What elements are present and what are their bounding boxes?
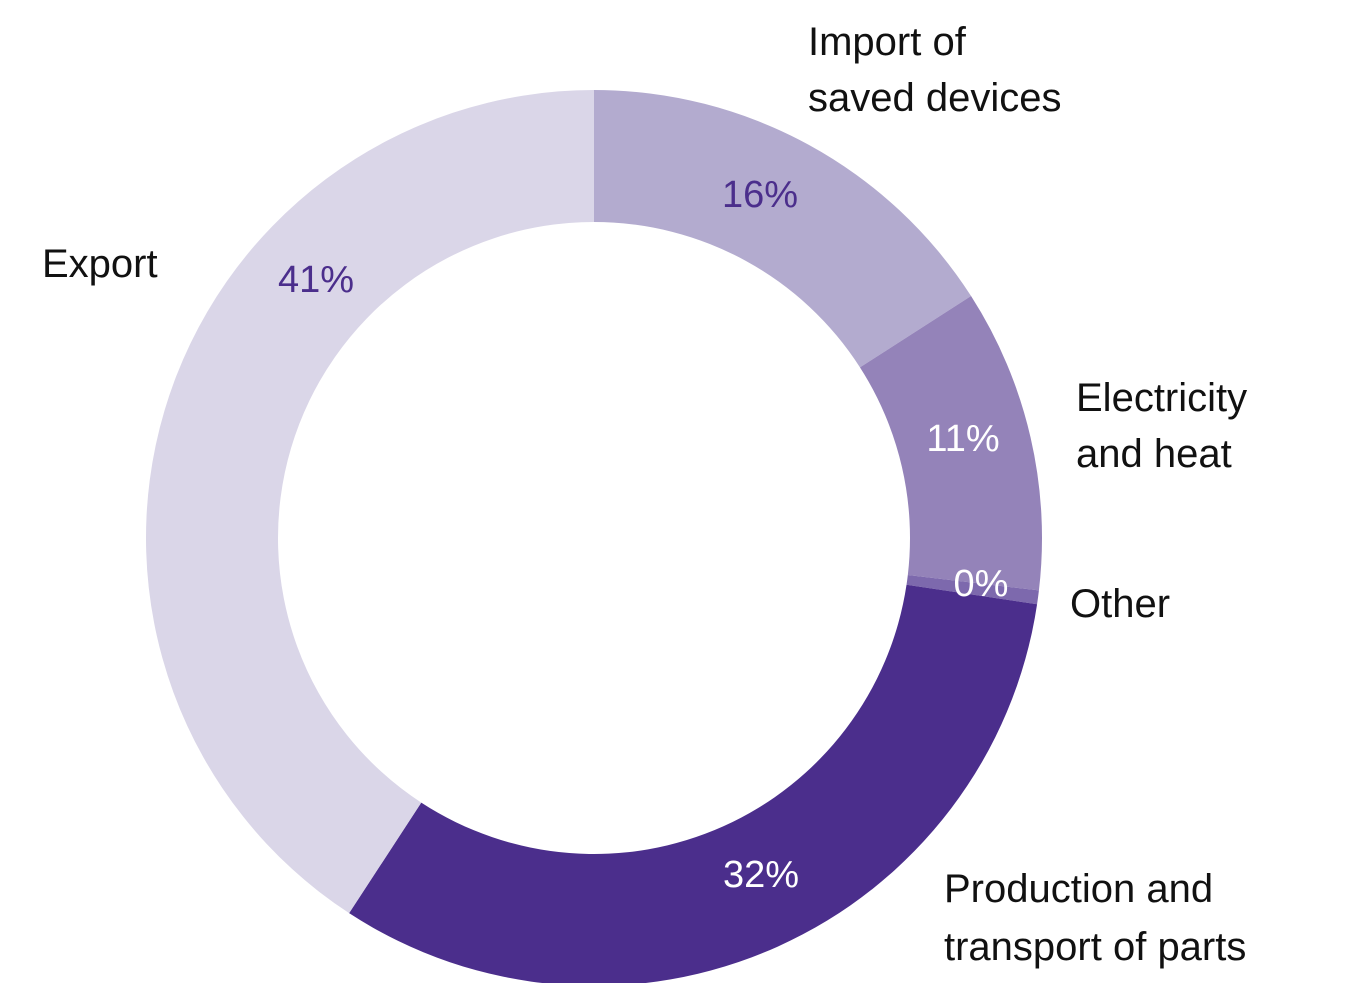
category-label-line: Export — [42, 242, 158, 286]
category-label-line: transport of parts — [944, 925, 1246, 969]
slice-import-of-saved-devices — [594, 90, 972, 368]
category-label-line: Other — [1070, 582, 1170, 626]
category-labels-layer: Import of saved devices Electricity and hea… — [42, 20, 1247, 969]
category-label-line: Import of — [808, 20, 967, 64]
category-label-line: Production and — [944, 867, 1213, 911]
percent-label-export: 41% — [278, 259, 354, 301]
category-label-production-and-transport-of-parts: Production and transport of parts — [944, 867, 1246, 969]
category-label-other: Other — [1070, 582, 1170, 626]
percent-labels-layer: 16% 11% 0% 32% 41% — [278, 174, 1008, 896]
category-label-import-of-saved-devices: Import of saved devices — [808, 20, 1061, 120]
slice-other — [906, 574, 1039, 605]
slice-electricity-and-heat — [859, 296, 1043, 591]
slices-layer — [146, 90, 1043, 986]
category-label-export: Export — [42, 242, 158, 286]
category-label-electricity-and-heat: Electricity and heat — [1076, 376, 1247, 476]
percent-label-other: 0% — [954, 563, 1009, 605]
category-label-line: saved devices — [808, 76, 1061, 120]
category-label-line: and heat — [1076, 432, 1232, 476]
percent-label-electricity-and-heat: 11% — [926, 418, 999, 460]
percent-label-import-of-saved-devices: 16% — [722, 174, 798, 216]
slice-export — [146, 90, 594, 914]
percent-label-production-and-transport-of-parts: 32% — [723, 854, 799, 896]
slice-production-and-transport-of-parts — [349, 584, 1038, 986]
category-label-line: Electricity — [1076, 376, 1247, 420]
